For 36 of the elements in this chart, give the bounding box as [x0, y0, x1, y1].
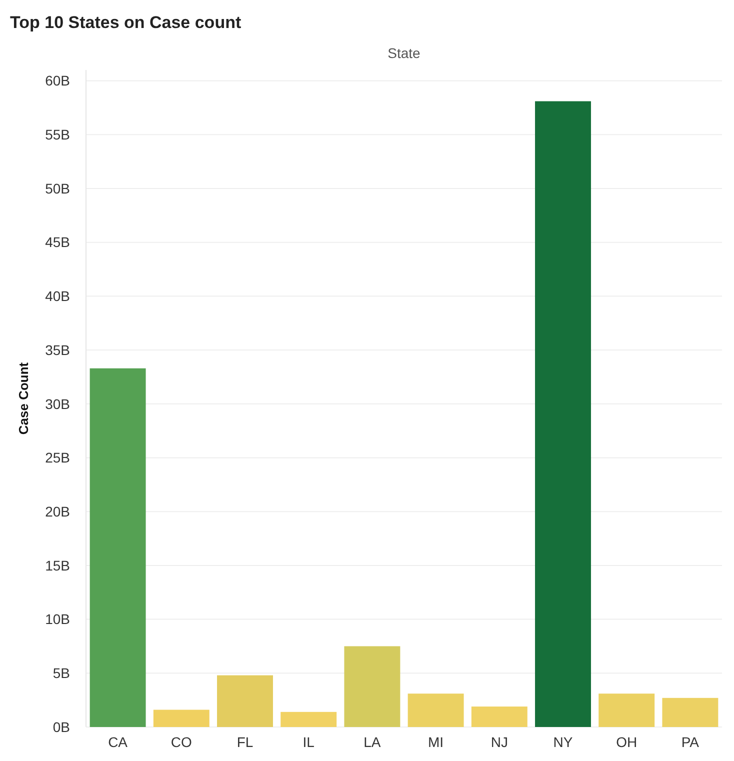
x-axis-title: State	[388, 45, 421, 61]
x-tick-label: FL	[236, 734, 254, 750]
x-tick-label: NY	[553, 734, 574, 750]
x-tick-label: IL	[302, 734, 315, 750]
y-tick-label: 50B	[45, 180, 70, 196]
y-tick-label: 40B	[45, 288, 70, 304]
bar	[662, 698, 718, 727]
y-tick-label: 0B	[52, 718, 70, 735]
bar	[598, 694, 655, 727]
chart-title: Top 10 States on Case count	[10, 13, 242, 32]
y-tick-label: 5B	[52, 665, 70, 682]
y-tick-label: 55B	[45, 126, 70, 143]
x-tick-label: PA	[681, 734, 700, 750]
bar	[280, 712, 337, 727]
y-tick-label: 10B	[45, 611, 70, 628]
bar	[471, 706, 528, 727]
y-tick-label: 30B	[45, 396, 70, 412]
y-tick-label: 25B	[45, 450, 70, 466]
y-tick-label: 15B	[45, 557, 70, 574]
x-tick-label: LA	[364, 734, 382, 750]
x-tick-label: MI	[428, 734, 444, 750]
bar	[217, 675, 273, 727]
bar	[153, 710, 210, 727]
bar	[90, 368, 146, 727]
x-tick-label: OH	[616, 734, 638, 750]
x-tick-label: CO	[170, 734, 192, 750]
y-tick-label: 20B	[45, 503, 70, 520]
y-axis-title: Case Count	[16, 362, 31, 435]
y-tick-label: 60B	[45, 72, 70, 89]
x-tick-label: CA	[108, 734, 128, 750]
x-tick-label: NJ	[490, 734, 508, 750]
bar	[535, 101, 591, 727]
y-tick-label: 45B	[45, 234, 70, 250]
bar	[344, 646, 400, 727]
bar	[408, 694, 464, 727]
y-tick-label: 35B	[45, 342, 70, 358]
